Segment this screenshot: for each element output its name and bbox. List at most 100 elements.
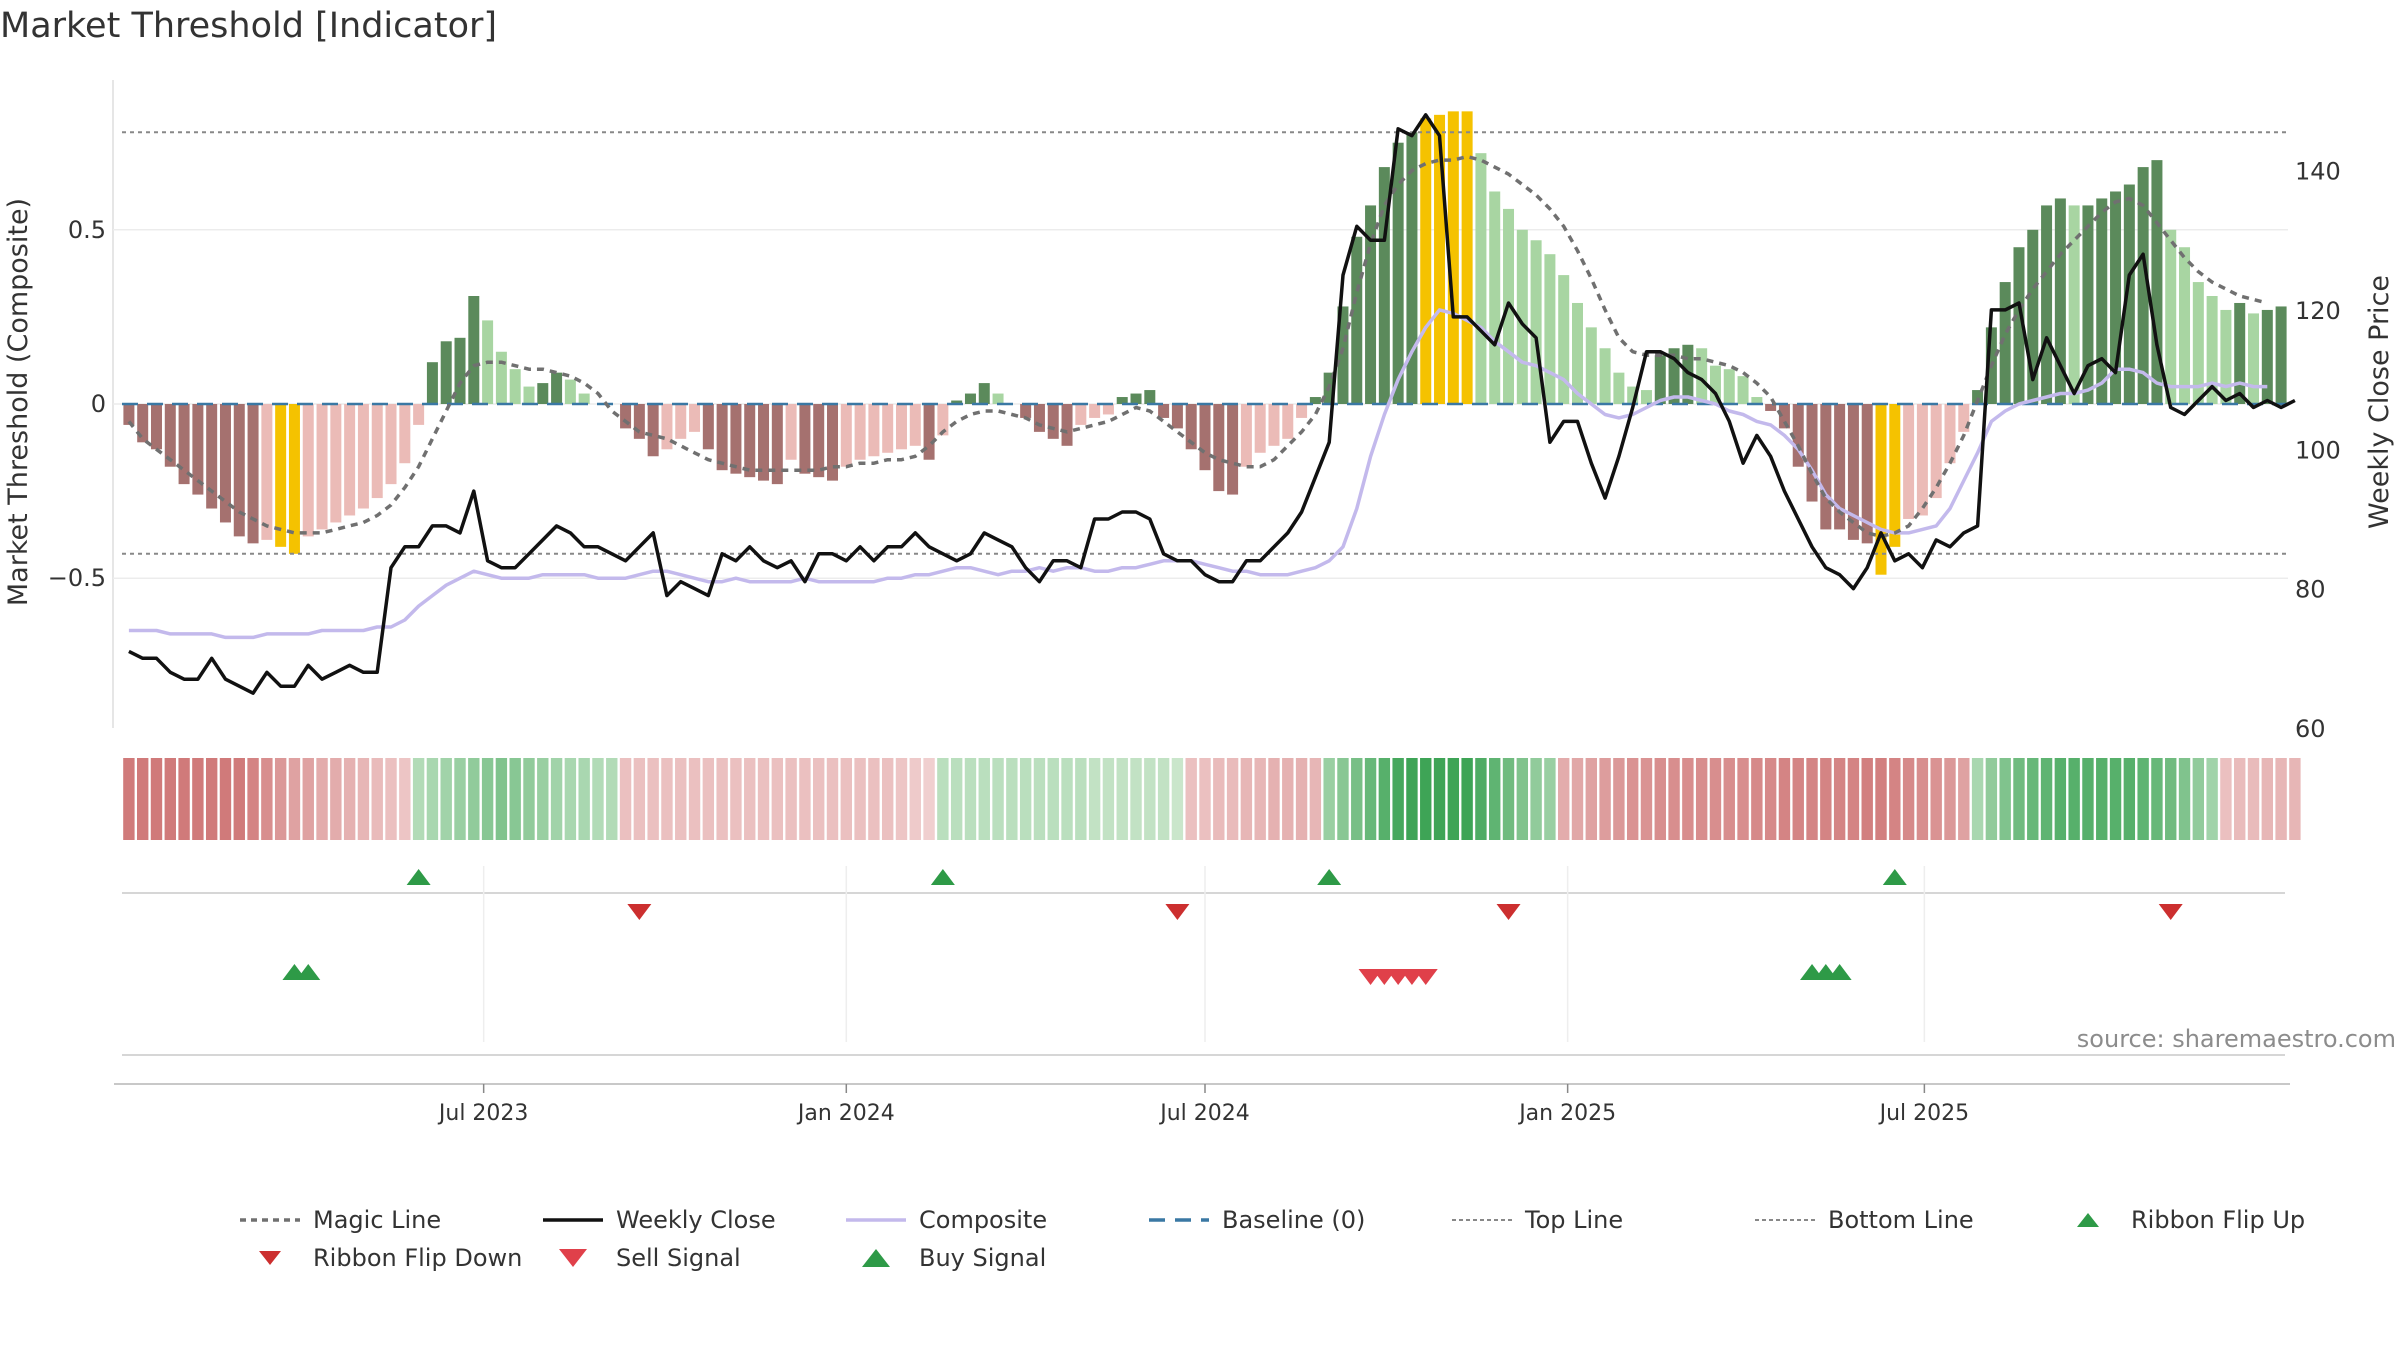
composite-bar <box>964 393 976 404</box>
ribbon-cell <box>1199 758 1211 840</box>
ribbon-cell <box>1640 758 1653 840</box>
composite-bar <box>1351 236 1363 404</box>
ribbon-cell <box>1364 758 1377 840</box>
composite-bar <box>675 404 687 439</box>
composite-bar <box>357 404 369 509</box>
composite-bar <box>1544 254 1556 404</box>
ribbon-cell <box>523 758 535 840</box>
ribbon-cell <box>2096 758 2108 840</box>
ribbon-cell <box>247 758 259 840</box>
legend-label: Composite <box>919 1206 1048 1234</box>
ribbon-cell <box>1833 758 1846 840</box>
ribbon-cell <box>633 758 646 840</box>
composite-bar <box>178 404 190 485</box>
ribbon-cell <box>1406 758 1418 840</box>
composite-bar <box>937 404 949 436</box>
composite-bar <box>840 404 852 467</box>
composite-bar <box>1447 111 1459 405</box>
composite-bar <box>2110 191 2122 404</box>
ribbon-cell <box>2234 758 2246 840</box>
ribbon-cell <box>757 758 770 840</box>
ribbon-cell <box>1019 758 1032 840</box>
composite-bar <box>413 404 425 425</box>
ribbon-cell <box>412 758 425 840</box>
composite-bar <box>1778 404 1790 429</box>
ribbon-cell <box>1171 758 1184 840</box>
ribbon-cell <box>136 758 149 840</box>
legend-item: Buy Signal <box>841 1243 1046 1273</box>
ribbon-cell <box>357 758 370 840</box>
ribbon-cell <box>2178 758 2191 840</box>
ribbon-cell <box>1626 758 1639 840</box>
composite-bar <box>1116 397 1128 404</box>
composite-bar <box>799 404 811 474</box>
composite-bar <box>1709 365 1721 404</box>
composite-bar <box>578 393 590 404</box>
composite-bar <box>1972 390 1984 404</box>
ribbon-cell <box>1144 758 1156 840</box>
composite-bar <box>275 404 287 547</box>
ribbon-cell <box>895 758 908 840</box>
ribbon-cell <box>192 758 204 840</box>
composite-bar <box>730 404 742 474</box>
ribbon-cell <box>564 758 577 840</box>
composite-bar <box>1475 153 1487 404</box>
composite-bar <box>882 404 894 453</box>
ribbon-cell <box>1502 758 1515 840</box>
composite-bar <box>2027 229 2039 404</box>
ribbon-cell <box>799 758 811 840</box>
composite-bar <box>1489 191 1501 404</box>
composite-bar <box>1627 386 1639 404</box>
left-tick-label: −0.5 <box>48 564 106 592</box>
composite-bar <box>1806 404 1818 502</box>
composite-bar <box>1930 404 1942 499</box>
ribbon-cell <box>219 758 232 840</box>
ribbon-cell <box>619 758 632 840</box>
ribbon-cell <box>1985 758 1998 840</box>
ribbon-cell <box>1088 758 1101 840</box>
ribbon-cell <box>1875 758 1887 840</box>
composite-bar <box>1875 404 1887 575</box>
composite-bar <box>123 404 135 425</box>
composite-bar <box>758 404 770 481</box>
composite-bar <box>1516 229 1528 404</box>
ribbon-cell <box>426 758 439 840</box>
composite-bar <box>647 404 659 457</box>
composite-bar <box>1613 372 1625 404</box>
ribbon-cell <box>1613 758 1625 840</box>
ribbon-flip-up-marker <box>406 869 431 885</box>
composite-bar <box>661 404 673 450</box>
ribbon-cell <box>1751 758 1763 840</box>
ribbon-flip-up-marker <box>1882 869 1907 885</box>
legend-symbol <box>559 1249 587 1267</box>
composite-bar <box>1089 404 1101 418</box>
ribbon-cell <box>840 758 852 840</box>
ribbon-cell <box>261 758 273 840</box>
ribbon-cell <box>1916 758 1929 840</box>
ribbon-cell <box>1668 758 1680 840</box>
composite-bar <box>1792 404 1804 467</box>
chart-title: Market Threshold [Indicator] <box>0 6 498 46</box>
composite-bar <box>2234 302 2246 404</box>
x-axis: Jul 2023 Jan 2024 Jul 2024 Jan 2025 Jul 2025 <box>437 1084 1969 1126</box>
ribbon-flip-down-marker <box>1165 904 1190 920</box>
ribbon-cell <box>454 758 466 840</box>
ribbon-cell <box>661 758 673 840</box>
composite-bar <box>854 404 866 460</box>
composite-bar <box>1392 142 1404 405</box>
composite-bar <box>978 383 990 404</box>
ribbon-cell <box>1351 758 1363 840</box>
composite-bar <box>2248 313 2260 404</box>
legend-symbol <box>259 1251 281 1265</box>
composite-bar <box>1999 282 2011 404</box>
legend-item: Bottom Line <box>1750 1205 1974 1235</box>
composite-bar <box>316 404 328 530</box>
x-tick-label: Jul 2023 <box>437 1101 529 1126</box>
legend-item: Sell Signal <box>538 1243 741 1273</box>
ribbon-cell <box>2068 758 2080 840</box>
composite-bar <box>1240 404 1252 467</box>
ribbon-cell <box>785 758 797 840</box>
x-tick-label: Jan 2024 <box>796 1101 895 1126</box>
